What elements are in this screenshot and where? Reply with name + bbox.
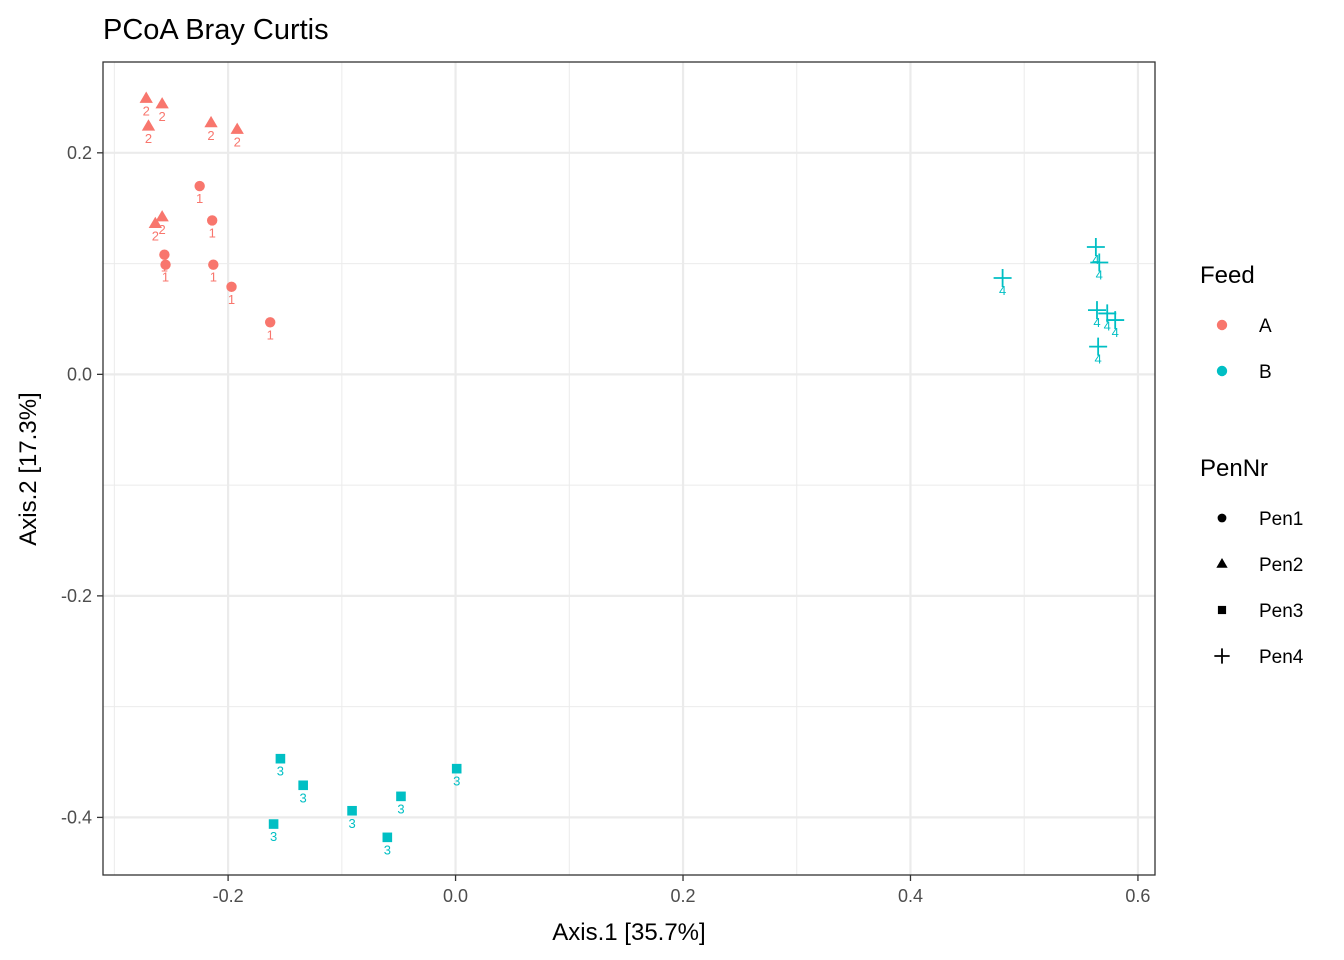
x-tick-label: 0.0 (443, 886, 468, 906)
point-label: 1 (209, 225, 216, 240)
point-pen4 (1106, 311, 1125, 330)
point-label: 4 (1104, 318, 1111, 333)
point-pen3 (298, 780, 308, 791)
x-tick-label: 0.6 (1125, 886, 1150, 906)
legend-key-pennr (1216, 558, 1228, 568)
point-pen1 (208, 259, 219, 270)
x-axis-title: Axis.1 [35.7%] (552, 919, 705, 946)
point-pen2 (141, 119, 156, 131)
legend-label-pennr: Pen4 (1259, 647, 1304, 668)
point-pen1 (226, 281, 237, 293)
legend-label-pennr: Pen3 (1259, 601, 1303, 622)
point-label: 3 (270, 829, 277, 844)
point-label: 2 (143, 104, 150, 119)
point-label: 2 (145, 131, 152, 146)
x-axis: -0.2 0.0 0.2 0.4 0.6 (213, 875, 1150, 906)
point-label: 2 (159, 222, 166, 237)
grid-major (103, 62, 1155, 875)
point-label: 4 (1112, 325, 1119, 340)
point-pen2 (155, 97, 169, 109)
point-label: 1 (267, 327, 274, 342)
legend-label-feed: A (1259, 316, 1272, 337)
point-pen3 (451, 763, 462, 774)
point-pen1 (160, 259, 171, 270)
chart-title: PCoA Bray Curtis (103, 14, 329, 46)
points-layer: 1111111222222233333334444444 (139, 91, 1125, 857)
point-pen1 (264, 317, 276, 328)
point-pen3 (396, 791, 406, 802)
point-label: 1 (162, 270, 169, 285)
y-axis-title: Axis.2 [17.3%] (15, 392, 42, 545)
x-tick-label: 0.2 (671, 886, 696, 906)
y-tick-label: -0.4 (61, 807, 92, 827)
point-pen4 (1086, 237, 1105, 256)
point-pen1 (206, 215, 218, 226)
point-label: 1 (196, 191, 203, 206)
legend-key-pennr (1217, 605, 1227, 615)
point-pen4 (1089, 337, 1108, 356)
y-tick-label: -0.2 (61, 586, 92, 606)
y-tick-label: 0.0 (67, 364, 92, 384)
point-label: 4 (1093, 315, 1100, 330)
point-label: 2 (234, 135, 241, 150)
x-tick-label: 0.4 (898, 886, 923, 906)
point-pen2 (155, 210, 169, 222)
point-label: 3 (397, 801, 404, 816)
point-label: 3 (348, 816, 355, 831)
legend-label-pennr: Pen1 (1259, 509, 1303, 530)
point-label: 2 (207, 128, 214, 143)
point-label: 3 (277, 764, 284, 779)
point-pen3 (268, 819, 279, 829)
legend-title-pennr: PenNr (1200, 455, 1268, 482)
point-pen2 (230, 122, 244, 134)
legend-key-feed (1216, 365, 1228, 377)
y-tick-label: 0.2 (67, 143, 92, 163)
point-pen3 (275, 753, 286, 764)
grid-minor (103, 62, 1155, 875)
legend-label-pennr: Pen2 (1259, 555, 1303, 576)
point-label: 2 (152, 229, 159, 244)
point-pen3 (382, 832, 393, 843)
point-pen1 (159, 249, 170, 260)
y-axis: -0.4 -0.2 0.0 0.2 (61, 143, 103, 827)
point-label: 1 (210, 270, 217, 285)
point-label: 3 (453, 774, 460, 789)
point-pen4 (1088, 301, 1106, 320)
legend-key-feed (1216, 319, 1228, 331)
legend: Feed A B PenNr Pen1 Pen2 Pen3 Pen4 (1200, 262, 1304, 668)
point-label: 4 (999, 283, 1006, 298)
point-pen1 (194, 180, 205, 192)
point-pen2 (148, 216, 162, 229)
legend-key-pennr (1214, 648, 1230, 664)
point-label: 4 (1096, 267, 1103, 282)
point-label: 3 (384, 842, 391, 857)
point-pen4 (993, 268, 1012, 287)
point-pen4 (1090, 253, 1109, 272)
legend-title-feed: Feed (1200, 262, 1255, 289)
point-label: 4 (1092, 252, 1099, 267)
point-label: 4 (1095, 352, 1102, 367)
x-tick-label: -0.2 (213, 886, 244, 906)
point-pen2 (139, 91, 153, 103)
point-pen2 (204, 115, 218, 128)
point-label: 3 (300, 790, 307, 805)
legend-label-feed: B (1259, 362, 1272, 383)
point-pen3 (347, 805, 357, 816)
panel-border (102, 61, 1156, 876)
point-label: 2 (159, 109, 166, 124)
point-label: 1 (228, 292, 235, 307)
legend-key-pennr (1217, 513, 1227, 523)
